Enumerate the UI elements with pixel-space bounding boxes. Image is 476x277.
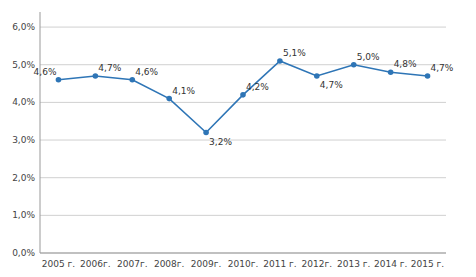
y-tick-label: 2,0%	[12, 173, 35, 183]
data-label: 5,1%	[283, 48, 306, 58]
y-tick-label: 4,0%	[12, 97, 35, 107]
x-tick-label: 2015 г.	[411, 259, 444, 269]
chart-svg: 0,0% 1,0% 2,0% 3,0% 4,0% 5,0% 6,0% 2005 г. 2006г…	[0, 0, 476, 277]
x-tick-label: 2014 г.	[374, 259, 407, 269]
y-tick-label: 1,0%	[12, 210, 35, 220]
point	[240, 92, 246, 98]
chart-container: 0,0% 1,0% 2,0% 3,0% 4,0% 5,0% 6,0% 2005 г. 2006г…	[0, 0, 476, 277]
y-tick-label: 3,0%	[12, 135, 35, 145]
grid-line	[40, 215, 446, 216]
plot-area	[56, 58, 431, 135]
grid-line	[40, 27, 446, 28]
x-tick-label: 2013 г.	[337, 259, 370, 269]
x-tick-label: 2011 г.	[263, 259, 296, 269]
point	[203, 130, 209, 136]
x-tick-label: 2007г.	[117, 259, 148, 269]
data-label: 4,7%	[98, 63, 121, 73]
grid-line	[40, 177, 446, 178]
x-axis-line	[40, 253, 446, 254]
point	[166, 96, 172, 102]
data-labels: 4,6% 4,7% 4,6% 4,1% 3,2% 4,2% 5,1% 4,7% 5,0% 4,8%…	[34, 48, 454, 147]
grid-line	[40, 140, 446, 141]
data-label: 4,2%	[246, 82, 269, 92]
point	[314, 73, 320, 79]
y-tick-label: 0,0%	[12, 248, 35, 258]
data-label: 4,7%	[320, 80, 343, 90]
data-label: 4,6%	[34, 67, 57, 77]
data-label: 4,1%	[172, 86, 195, 96]
point	[93, 73, 99, 79]
point	[351, 62, 357, 68]
x-tick-label: 2006г.	[80, 259, 111, 269]
y-axis-line	[40, 12, 41, 253]
data-label: 3,2%	[209, 137, 232, 147]
grid-line	[40, 102, 446, 103]
x-tick-label: 2009г.	[191, 259, 222, 269]
data-label: 5,0%	[357, 52, 380, 62]
y-axis: 0,0% 1,0% 2,0% 3,0% 4,0% 5,0% 6,0%	[12, 12, 446, 258]
grid-line	[40, 253, 446, 254]
data-label: 4,6%	[135, 67, 158, 77]
point	[277, 58, 283, 64]
y-tick-label: 6,0%	[12, 22, 35, 32]
x-axis: 2005 г. 2006г. 2007г. 2008г. 2009г. 2010г. 201…	[42, 259, 444, 269]
y-tick-label: 5,0%	[12, 60, 35, 70]
line	[58, 61, 427, 133]
point	[56, 77, 62, 83]
x-tick-label: 2012г.	[302, 259, 333, 269]
point	[388, 69, 394, 75]
x-tick-label: 2005 г.	[42, 259, 75, 269]
x-tick-label: 2008г.	[154, 259, 185, 269]
point	[129, 77, 135, 83]
data-label: 4,8%	[394, 59, 417, 69]
data-label: 4,7%	[431, 63, 454, 73]
x-tick-label: 2010г.	[228, 259, 259, 269]
point	[425, 73, 431, 79]
